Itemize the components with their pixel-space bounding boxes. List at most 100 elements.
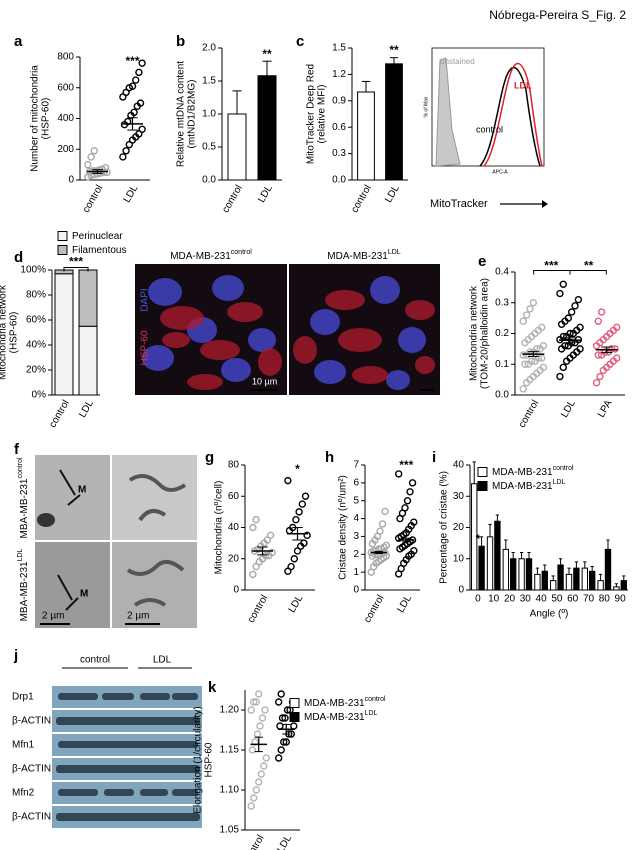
y-tick-label: 0: [233, 585, 239, 596]
panel-letter: j: [13, 647, 18, 664]
data-point: [247, 802, 255, 810]
y-tick-label: 0: [353, 585, 359, 596]
row-text: MBA-MB-231: [19, 561, 30, 621]
y-tick-label: 0.9: [332, 95, 346, 106]
unstained-curve: [435, 57, 461, 167]
x-tick-label: control: [220, 183, 245, 214]
y-tick-label: 60: [228, 491, 240, 502]
data-point: [250, 698, 258, 706]
data-point: [247, 706, 255, 714]
data-point: [128, 82, 137, 90]
y-axis-label: Mitochondria network: [0, 284, 9, 380]
data-point: [122, 147, 130, 155]
panel-letter: a: [14, 33, 23, 50]
legend-swatch: [477, 467, 488, 477]
y-tick-label: 5: [353, 495, 359, 506]
data-point: [597, 308, 606, 316]
data-point: [592, 379, 601, 387]
x-tick-label: 10: [488, 594, 500, 605]
data-point: [281, 714, 289, 722]
data-point: [559, 363, 567, 372]
legend-label: Perinuclear: [72, 231, 123, 242]
flow-axis-label: % of Max: [423, 96, 429, 117]
data-point: [406, 488, 414, 496]
data-point: [132, 76, 140, 84]
significance: **: [262, 47, 272, 61]
x-tick-label: 20: [504, 594, 516, 605]
em-row-label: MBA-MB-231LDL: [17, 548, 30, 621]
y-tick-label: 0.0: [332, 175, 346, 186]
bar: [227, 113, 247, 181]
significance: *: [295, 462, 300, 476]
blot-row-label: β-ACTIN: [12, 716, 51, 727]
legend-text: MDA-MB-231: [492, 467, 553, 478]
y-axis-label: (HSP-60): [9, 312, 20, 354]
figure-header: Nóbrega-Pereira S_Fig. 2: [489, 8, 626, 22]
data-point: [613, 354, 621, 362]
y-tick-label: 800: [57, 52, 74, 63]
data-point: [613, 323, 621, 332]
em-mitochondria: [126, 474, 187, 607]
data-point: [266, 531, 275, 540]
x-tick-label: 50: [551, 594, 563, 605]
data-point: [136, 99, 145, 107]
bar: [550, 580, 557, 591]
blot-bands: [56, 693, 200, 821]
legend-label: MDA-MB-231LDL: [492, 479, 566, 492]
lane-label: LDL: [153, 655, 172, 666]
y-tick-label: 0.0: [202, 175, 216, 186]
data-point: [382, 541, 391, 550]
x-tick-label: LDL: [559, 398, 578, 420]
data-point: [262, 754, 271, 762]
legend-swatch: [289, 698, 300, 708]
micrograph-title: MDA-MB-231LDL: [327, 249, 401, 262]
data-point: [376, 527, 384, 535]
title-text: MDA-MB-231: [170, 251, 231, 262]
bar: [257, 75, 277, 181]
flow-label: control: [476, 124, 503, 134]
y-tick-label: 10: [453, 553, 465, 564]
data-point: [594, 317, 602, 325]
data-point: [608, 345, 616, 353]
data-point: [257, 770, 265, 778]
bar-segment: [78, 325, 98, 396]
data-point: [519, 317, 527, 325]
bar: [502, 548, 509, 591]
panel-letter: k: [208, 679, 217, 696]
data-point: [101, 163, 110, 172]
x-tick-label: LDL: [77, 398, 96, 420]
data-point: [249, 570, 257, 579]
data-point: [274, 754, 283, 762]
y-axis-label: (mtND1/B2MG): [187, 80, 198, 149]
data-point: [252, 786, 260, 794]
data-point: [403, 497, 412, 505]
y-tick-label: 40%: [26, 340, 46, 351]
y-axis-label: Percentage of cristae (%): [439, 471, 450, 584]
mitochondria-stain: [160, 290, 435, 390]
panel-letter: b: [176, 33, 185, 50]
y-axis-label: HSP-60: [204, 742, 215, 777]
data-point: [522, 311, 531, 319]
data-point: [303, 531, 311, 540]
lane-label: control: [80, 655, 110, 666]
y-axis-label: (HSP-60): [41, 98, 52, 140]
significance: ***: [69, 255, 83, 269]
y-axis-label: (TOM-20/phalloidin area): [480, 278, 491, 389]
em-image: [35, 542, 110, 628]
em-mito-label: M: [78, 485, 86, 496]
em-row-label: MBA-MB-231control: [17, 457, 30, 538]
y-tick-label: 1.5: [202, 76, 216, 87]
y-tick-label: 3: [353, 531, 359, 542]
x-tick-label: LDL: [122, 183, 141, 205]
bar: [597, 580, 604, 591]
data-point: [298, 500, 307, 508]
data-point: [538, 354, 546, 362]
bar: [525, 558, 533, 591]
western-blot: j control LDL Drp1 β-ACTIN Mfn1 β-ACTIN …: [12, 647, 202, 828]
bar: [510, 558, 517, 591]
legend-label: MDA-MB-231control: [492, 465, 574, 478]
data-point: [559, 280, 567, 288]
bar: [541, 570, 548, 591]
y-tick-label: 2.0: [202, 43, 216, 54]
